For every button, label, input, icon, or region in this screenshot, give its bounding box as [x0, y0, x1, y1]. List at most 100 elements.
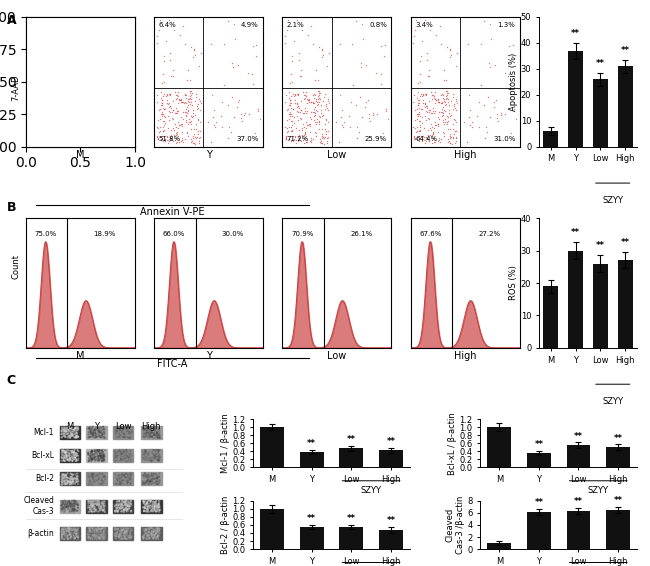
Point [124, 477, 134, 486]
Point [70, 470, 81, 479]
Point [62, 524, 73, 533]
Point [485, 112, 495, 121]
Point [143, 524, 153, 533]
Point [83, 424, 94, 433]
Point [36, 98, 46, 107]
Point [68, 474, 79, 483]
Point [57, 500, 67, 509]
Point [155, 428, 165, 438]
Point [87, 534, 98, 543]
Point [155, 506, 165, 515]
Point [92, 500, 103, 509]
Point [66, 533, 77, 542]
Point [147, 428, 157, 437]
Point [94, 449, 105, 458]
Text: 12.2%: 12.2% [31, 22, 53, 28]
Point [59, 530, 70, 539]
Point [71, 428, 81, 437]
Point [311, 97, 321, 106]
Point [430, 88, 440, 97]
Point [70, 529, 80, 538]
Point [112, 433, 123, 442]
Point [96, 453, 106, 462]
Point [358, 35, 369, 44]
Point [90, 499, 100, 508]
Point [138, 426, 149, 435]
Point [194, 62, 205, 71]
Point [118, 423, 128, 432]
Point [88, 501, 98, 510]
Point [84, 433, 94, 442]
Point [30, 120, 40, 129]
Point [110, 525, 120, 534]
Point [148, 525, 159, 534]
Point [418, 132, 428, 141]
Point [98, 479, 108, 488]
Point [83, 530, 93, 539]
Point [72, 456, 82, 465]
Point [124, 454, 134, 464]
Point [110, 507, 120, 516]
Text: Bcl-xL: Bcl-xL [31, 451, 54, 460]
Point [63, 534, 73, 543]
Point [62, 426, 73, 435]
Point [300, 93, 311, 102]
Point [421, 91, 432, 100]
Point [121, 498, 131, 507]
Point [110, 507, 120, 516]
Point [57, 502, 68, 511]
Point [142, 505, 152, 514]
Point [306, 138, 317, 147]
Point [94, 533, 105, 542]
Point [112, 471, 123, 480]
Point [314, 87, 324, 96]
Point [154, 531, 164, 541]
Point [304, 112, 315, 121]
Point [152, 473, 162, 482]
Point [110, 524, 120, 533]
Point [114, 423, 125, 432]
Point [116, 501, 126, 511]
Point [94, 424, 105, 434]
Point [123, 533, 133, 542]
Point [90, 448, 101, 457]
Point [95, 431, 105, 440]
Point [86, 432, 96, 441]
Point [118, 449, 128, 458]
Point [125, 479, 135, 488]
Point [148, 524, 158, 533]
Point [125, 423, 135, 432]
Point [144, 528, 154, 537]
Point [159, 78, 169, 87]
Point [90, 526, 100, 535]
Point [70, 449, 81, 458]
Point [40, 25, 51, 35]
Point [112, 423, 123, 432]
Point [37, 49, 47, 58]
Point [111, 533, 122, 542]
Point [116, 446, 127, 455]
Point [86, 457, 96, 466]
Point [116, 525, 126, 534]
Point [168, 97, 178, 106]
Point [165, 55, 176, 65]
Point [311, 95, 321, 104]
Point [74, 118, 85, 127]
Point [95, 448, 105, 457]
Point [186, 42, 196, 52]
Point [97, 430, 107, 439]
Point [70, 533, 80, 542]
Point [122, 501, 133, 511]
Point [168, 130, 179, 139]
Point [183, 101, 194, 110]
Point [285, 98, 295, 108]
Point [110, 477, 120, 486]
Point [98, 426, 108, 435]
Point [151, 533, 161, 542]
Point [149, 533, 159, 542]
Point [434, 108, 445, 117]
Point [57, 472, 67, 481]
Point [150, 434, 161, 443]
Point [124, 534, 134, 543]
Point [138, 471, 149, 480]
